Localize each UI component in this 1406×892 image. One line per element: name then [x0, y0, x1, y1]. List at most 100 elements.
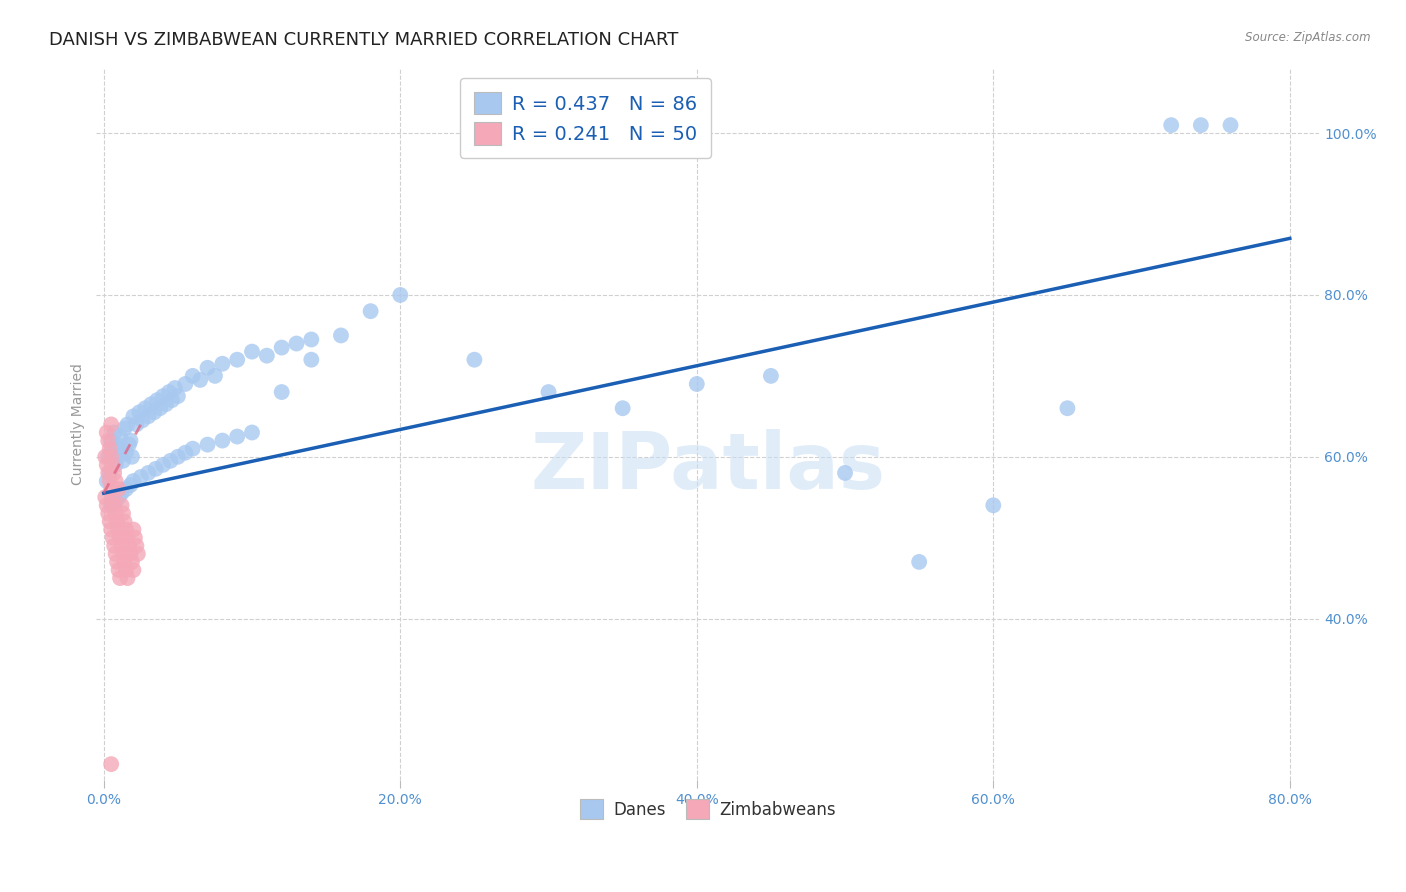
Point [125, 539, 148, 553]
Point [167, 450, 190, 464]
Point [115, 446, 138, 460]
Point [136, 409, 159, 424]
Text: ZIPatlas: ZIPatlas [530, 429, 886, 505]
Point [240, 344, 263, 359]
Point [1189, 118, 1212, 132]
Legend: Danes, Zimbabweans: Danes, Zimbabweans [574, 793, 842, 825]
Point [101, 442, 124, 456]
Point [94, 450, 117, 464]
Point [463, 352, 485, 367]
Point [100, 434, 122, 448]
Text: DANISH VS ZIMBABWEAN CURRENTLY MARRIED CORRELATION CHART: DANISH VS ZIMBABWEAN CURRENTLY MARRIED C… [49, 31, 679, 49]
Point [110, 539, 132, 553]
Point [155, 397, 177, 411]
Point [120, 547, 142, 561]
Point [240, 425, 263, 440]
Point [270, 385, 292, 400]
Point [117, 417, 139, 432]
Point [96, 474, 118, 488]
Point [981, 498, 1004, 512]
Point [908, 555, 931, 569]
Point [103, 466, 125, 480]
Point [1219, 118, 1241, 132]
Point [389, 288, 412, 302]
Point [136, 466, 159, 480]
Point [256, 349, 278, 363]
Point [174, 446, 197, 460]
Point [97, 507, 120, 521]
Point [98, 442, 121, 456]
Point [160, 393, 183, 408]
Point [226, 429, 249, 443]
Point [131, 413, 153, 427]
Point [157, 385, 180, 400]
Point [107, 490, 129, 504]
Point [105, 437, 128, 451]
Point [100, 757, 122, 772]
Point [299, 333, 322, 347]
Point [117, 571, 139, 585]
Point [188, 373, 211, 387]
Point [103, 498, 125, 512]
Point [110, 498, 132, 512]
Point [101, 490, 124, 504]
Point [537, 385, 560, 400]
Point [127, 547, 149, 561]
Point [204, 368, 226, 383]
Point [163, 381, 186, 395]
Point [115, 482, 138, 496]
Text: Source: ZipAtlas.com: Source: ZipAtlas.com [1246, 31, 1371, 45]
Point [114, 555, 136, 569]
Point [152, 389, 174, 403]
Point [104, 494, 127, 508]
Point [143, 405, 166, 419]
Point [152, 458, 174, 472]
Point [100, 482, 122, 496]
Point [167, 389, 190, 403]
Point [330, 328, 353, 343]
Point [122, 563, 145, 577]
Point [104, 458, 127, 472]
Point [149, 401, 172, 416]
Point [141, 397, 163, 411]
Point [110, 486, 132, 500]
Point [181, 442, 204, 456]
Point [112, 454, 135, 468]
Point [122, 523, 145, 537]
Point [108, 429, 131, 443]
Point [97, 434, 120, 448]
Point [174, 376, 197, 391]
Point [98, 474, 121, 488]
Point [129, 470, 152, 484]
Point [121, 450, 143, 464]
Point [285, 336, 308, 351]
Point [181, 368, 204, 383]
Point [211, 357, 233, 371]
Point [1160, 118, 1182, 132]
Point [103, 539, 125, 553]
Point [117, 531, 139, 545]
Point [128, 405, 150, 419]
Point [145, 462, 167, 476]
Point [226, 352, 249, 367]
Point [121, 555, 143, 569]
Point [120, 434, 142, 448]
Point [96, 498, 118, 512]
Point [211, 434, 233, 448]
Point [122, 474, 145, 488]
Point [118, 437, 141, 451]
Point [107, 450, 129, 464]
Point [120, 478, 142, 492]
Point [108, 571, 131, 585]
Point [107, 482, 129, 496]
Point [101, 531, 124, 545]
Point [114, 421, 136, 435]
Point [197, 360, 219, 375]
Point [96, 425, 118, 440]
Point [104, 507, 127, 521]
Point [94, 490, 117, 504]
Point [115, 563, 138, 577]
Point [134, 401, 156, 416]
Point [159, 454, 181, 468]
Point [100, 523, 122, 537]
